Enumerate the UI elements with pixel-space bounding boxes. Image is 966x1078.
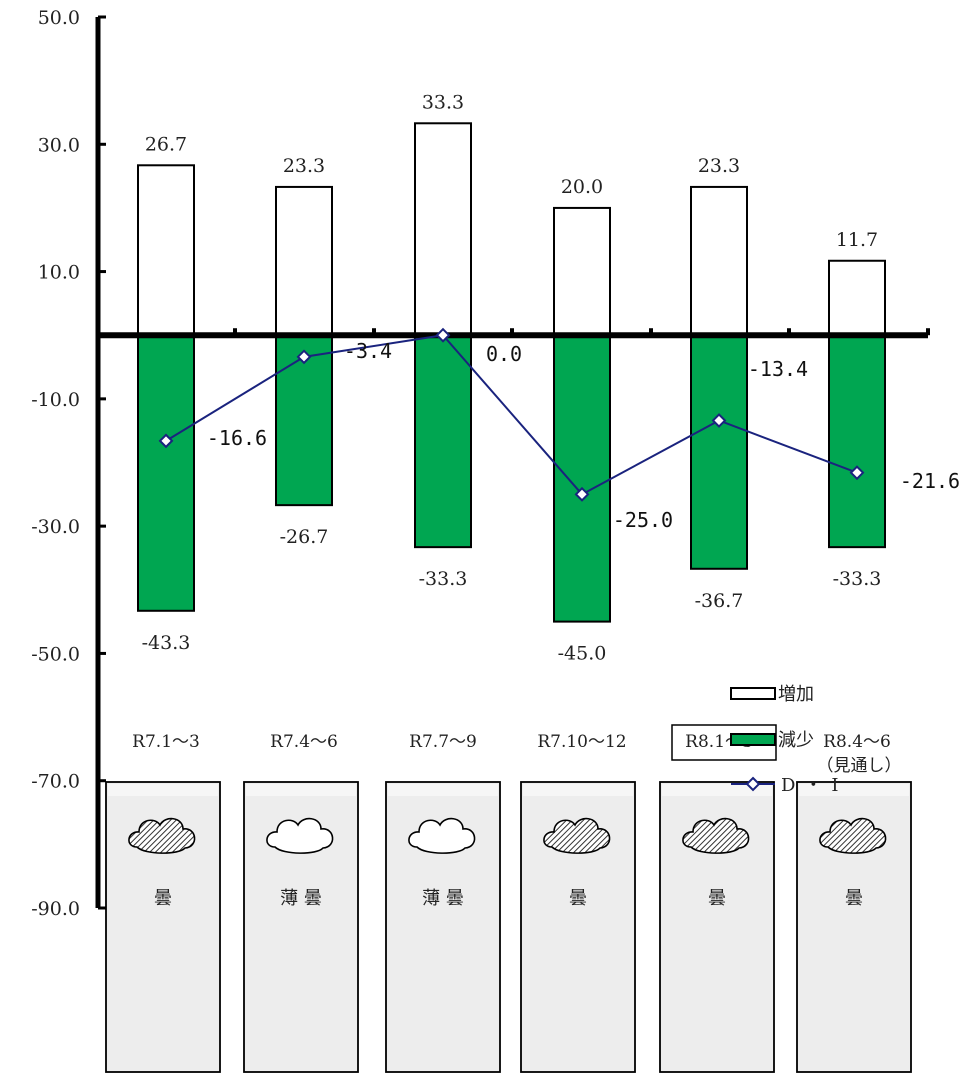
weather-box: 曇 bbox=[659, 781, 775, 1073]
legend-label-increase: 増加 bbox=[778, 684, 814, 705]
decrease-value-label: -36.7 bbox=[695, 590, 744, 612]
cloud-hatched-icon bbox=[128, 817, 196, 854]
category-label: R8.4～6 bbox=[823, 732, 891, 752]
di-value-label: -21.6 bbox=[900, 469, 960, 493]
bar-increase bbox=[553, 206, 611, 337]
bar-increase bbox=[137, 164, 195, 337]
increase-value-label: 23.3 bbox=[283, 155, 325, 177]
y-tick-label: 10.0 bbox=[38, 262, 80, 284]
weather-panel-strip bbox=[246, 784, 356, 796]
bar-increase bbox=[690, 185, 748, 337]
decrease-value-label: -33.3 bbox=[419, 568, 468, 590]
increase-value-label: 11.7 bbox=[836, 229, 878, 251]
decrease-value-label: -43.3 bbox=[142, 632, 191, 654]
legend-swatch-decrease bbox=[730, 733, 776, 746]
bar-increase bbox=[275, 185, 333, 337]
weather-panel-strip bbox=[108, 784, 218, 796]
weather-label: 薄 曇 bbox=[422, 888, 464, 909]
cloud-hatched-icon bbox=[682, 817, 750, 854]
di-value-label: 0.0 bbox=[486, 342, 522, 366]
weather-box: 薄 曇 bbox=[385, 781, 501, 1073]
weather-panel-strip bbox=[523, 784, 633, 796]
di-marker bbox=[711, 413, 727, 428]
y-tick-label: -30.0 bbox=[31, 516, 80, 538]
di-value-label: -25.0 bbox=[613, 508, 673, 532]
y-tick-label: -10.0 bbox=[31, 389, 80, 411]
increase-value-label: 20.0 bbox=[561, 176, 603, 198]
category-label: R7.10～12 bbox=[537, 732, 626, 752]
legend-swatch-increase bbox=[730, 687, 776, 700]
category-note: （見通し） bbox=[817, 756, 902, 776]
category-label: R7.4～6 bbox=[270, 732, 338, 752]
di-marker bbox=[849, 465, 865, 481]
category-label: R7.7～9 bbox=[409, 732, 477, 752]
weather-panel-strip bbox=[388, 784, 498, 796]
di-value-label: -3.4 bbox=[344, 339, 392, 363]
weather-label: 曇 bbox=[845, 888, 863, 909]
bar-increase bbox=[414, 122, 472, 337]
di-marker bbox=[574, 486, 590, 502]
legend-marker-di bbox=[745, 776, 761, 792]
weather-box: 曇 bbox=[796, 781, 912, 1073]
bar-decrease bbox=[137, 334, 195, 612]
cloud-outline-icon bbox=[408, 817, 476, 854]
weather-box: 曇 bbox=[520, 781, 636, 1073]
increase-value-label: 26.7 bbox=[145, 133, 187, 155]
decrease-value-label: -26.7 bbox=[280, 526, 329, 548]
decrease-value-label: -45.0 bbox=[558, 643, 607, 665]
bar-decrease bbox=[690, 334, 748, 570]
legend-label-di: D・I bbox=[781, 775, 848, 796]
di-value-label: -16.6 bbox=[207, 426, 267, 450]
weather-label: 薄 曇 bbox=[280, 888, 322, 909]
cloud-hatched-icon bbox=[819, 817, 887, 854]
weather-label: 曇 bbox=[154, 888, 172, 909]
bar-increase bbox=[828, 259, 886, 337]
di-line bbox=[165, 334, 858, 496]
y-tick-label: -90.0 bbox=[31, 898, 80, 920]
di-marker bbox=[158, 433, 174, 449]
weather-box: 曇 bbox=[105, 781, 221, 1073]
weather-panel-strip bbox=[662, 784, 772, 796]
cloud-hatched-icon bbox=[543, 817, 611, 854]
legend-label-decrease: 減少 bbox=[778, 730, 814, 751]
di-marker bbox=[435, 327, 451, 343]
category-label: R7.1～3 bbox=[132, 732, 200, 752]
y-tick-label: 30.0 bbox=[38, 134, 80, 156]
bar-decrease bbox=[553, 334, 611, 623]
weather-panel-strip bbox=[799, 784, 909, 796]
cloud-outline-icon bbox=[266, 817, 334, 854]
di-marker bbox=[296, 349, 312, 365]
bar-decrease bbox=[414, 334, 472, 549]
increase-value-label: 33.3 bbox=[422, 91, 464, 113]
weather-label: 曇 bbox=[569, 888, 587, 909]
y-tick-label: -70.0 bbox=[31, 771, 80, 793]
bar-decrease bbox=[828, 334, 886, 549]
y-tick-label: 50.0 bbox=[38, 7, 80, 29]
weather-label: 曇 bbox=[708, 888, 726, 909]
increase-value-label: 23.3 bbox=[698, 155, 740, 177]
di-value-label: -13.4 bbox=[748, 357, 808, 381]
y-tick-label: -50.0 bbox=[31, 643, 80, 665]
decrease-value-label: -33.3 bbox=[833, 568, 882, 590]
weather-box: 薄 曇 bbox=[243, 781, 359, 1073]
